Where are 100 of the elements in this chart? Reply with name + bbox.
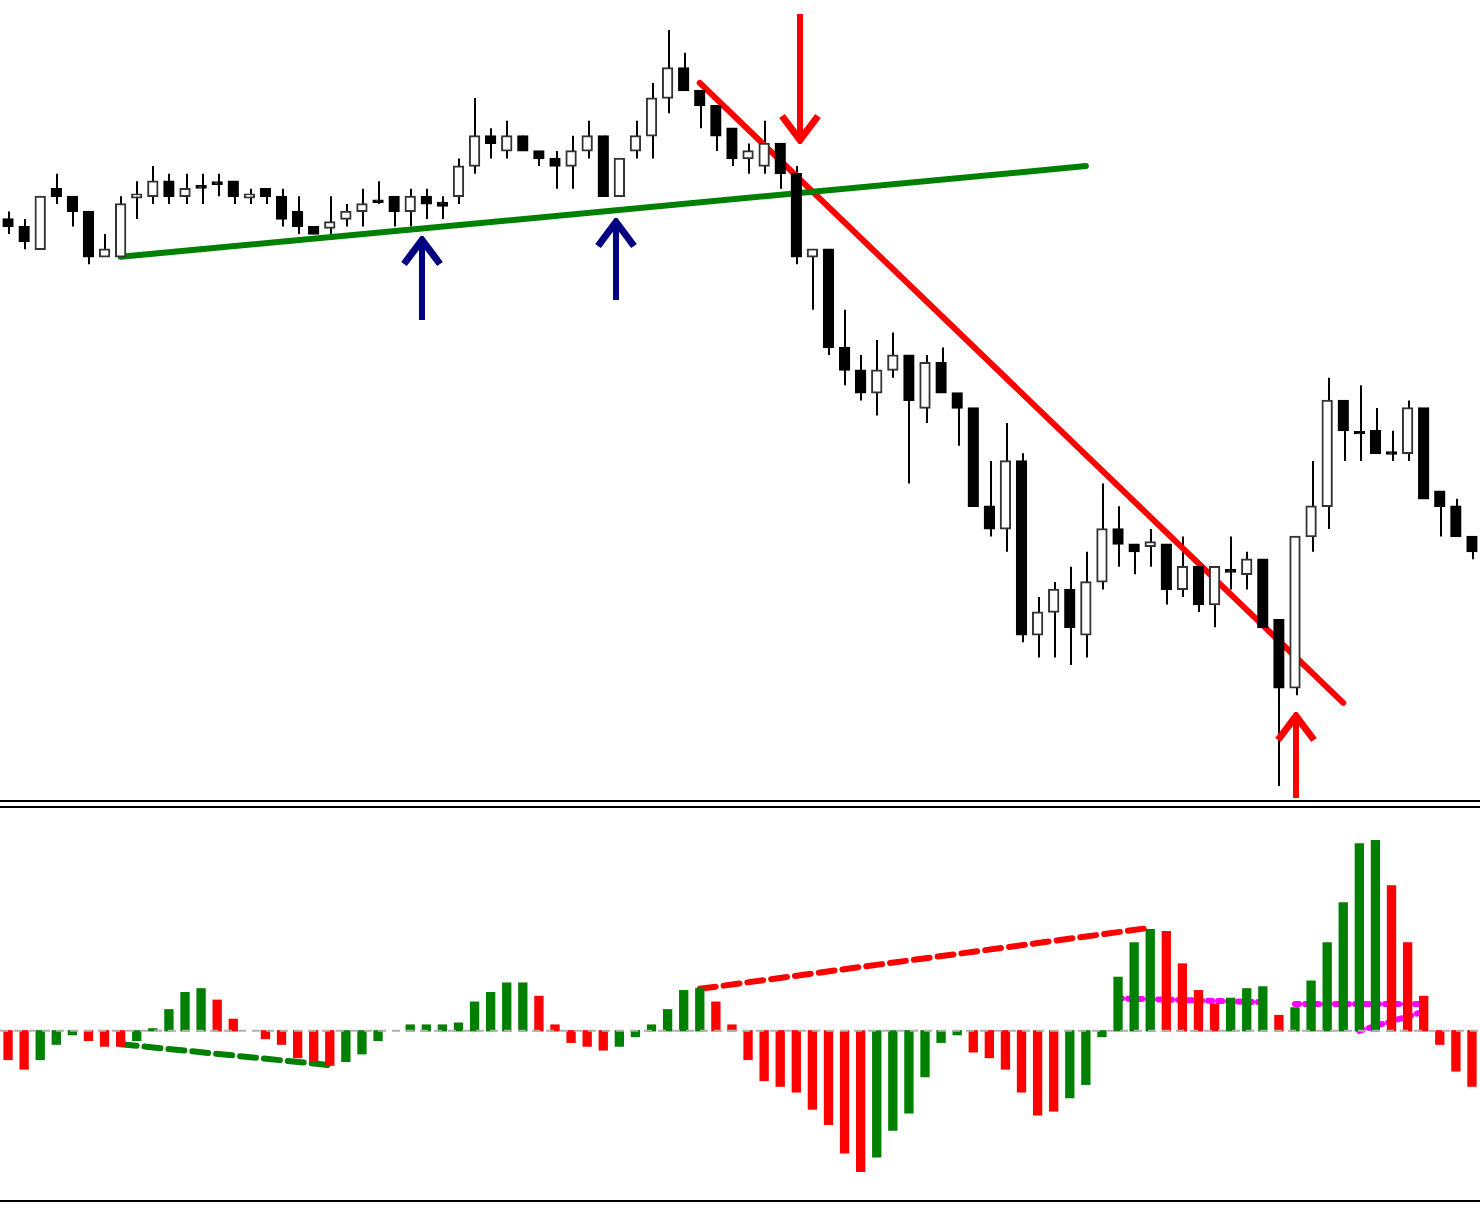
candlestick [838,308,851,387]
candlestick [613,157,626,197]
bar [984,1030,995,1059]
candlestick [1337,399,1349,462]
bar [212,999,222,1032]
candlestick [50,172,62,205]
bar [1081,1030,1091,1085]
bar [807,1030,818,1110]
candlestick [854,354,867,402]
candlestick [661,29,674,115]
bar [1435,1030,1445,1045]
bar [1386,885,1397,1032]
bar [292,1030,303,1059]
bar [1145,929,1155,1032]
candlestick [1064,565,1076,667]
bar [325,1030,335,1066]
bar [518,982,528,1032]
bar [1113,976,1123,1032]
bar [1370,840,1381,1032]
candlestick [211,172,223,198]
bar [855,1030,866,1172]
bar [115,1030,126,1047]
candlestick [1385,429,1398,462]
candlestick [549,149,561,190]
candlestick [903,354,915,485]
candlestick [18,218,30,251]
bar [502,982,512,1032]
bar [1258,986,1268,1032]
candlestick [871,338,883,417]
bar [888,1030,898,1131]
bar [679,990,689,1032]
candlestick [645,81,658,160]
bar [1225,997,1236,1032]
bar [35,1030,45,1061]
bar [759,1030,769,1082]
bar [1065,1030,1075,1099]
bar [823,1030,834,1125]
bar [180,991,190,1032]
bar [1402,942,1413,1032]
bar [469,1001,480,1032]
bar [1419,995,1429,1032]
candlestick [1224,535,1237,591]
bar [1338,902,1348,1032]
candlestick [678,51,690,92]
candlestick [1369,407,1382,455]
candlestick [1434,490,1446,538]
bar [582,1030,592,1047]
bar [309,1030,319,1062]
candlestick [774,142,786,190]
bar [1177,963,1188,1032]
candlestick [1128,543,1140,576]
candlestick [919,354,931,425]
candlestick [1305,459,1317,553]
bar [1354,843,1365,1032]
candlestick [565,134,577,190]
candlestick [1176,535,1189,598]
candlestick [694,89,706,130]
bar [373,1030,383,1042]
bar [485,991,496,1032]
candlestick [179,172,191,205]
bar [1467,1030,1477,1087]
candlestick [1450,497,1462,538]
candlestick [324,195,336,236]
bar [695,988,705,1032]
candlestick [452,157,465,205]
bar [1274,1014,1284,1032]
candlestick [983,459,996,538]
candlestick [581,119,593,160]
bar [1322,942,1332,1032]
candlestick [1160,543,1172,606]
bar [1451,1030,1461,1072]
bar [196,988,206,1032]
bar [1016,1030,1027,1093]
bar [1000,1030,1011,1070]
candlestick [163,172,175,205]
bar [839,1030,850,1154]
bar [99,1030,110,1047]
bar [904,1030,914,1114]
candlestick [1241,550,1253,591]
candlestick [291,195,304,236]
bar [534,995,544,1032]
bar [3,1030,13,1061]
bar [662,1009,673,1032]
candlestick [629,119,642,160]
candlestick [356,187,368,228]
bar [1049,1030,1059,1112]
bar [566,1030,576,1043]
candlestick [147,165,159,205]
candlestick [1192,565,1205,614]
bar [598,1030,608,1051]
candlestick [1401,399,1414,462]
candlestick [1208,565,1221,629]
candlestick [1466,535,1478,561]
bar [920,1030,930,1078]
candlestick [420,187,432,220]
candlestick [951,391,963,447]
candlestick [726,127,738,168]
bar [872,1030,882,1158]
bar [1290,1007,1300,1032]
bar [775,1030,785,1087]
